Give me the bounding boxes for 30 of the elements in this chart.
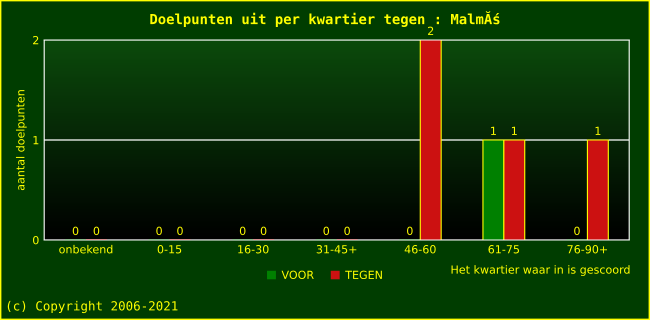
legend-label: TEGEN [345,270,382,280]
x-tick-label: 61-75 [488,245,520,254]
x-tick-label: 16-30 [238,245,269,254]
y-tick-label: 1 [33,136,38,144]
data-label: 0 [156,226,162,236]
y-tick-label: 0 [33,236,39,244]
data-label: 2 [428,26,434,35]
data-label: 0 [574,226,580,236]
data-label: 0 [240,226,246,236]
x-tick-label: 76-90+ [568,245,608,254]
data-label: 0 [72,226,78,236]
data-label: 0 [94,226,100,236]
legend-label: VOOR [282,270,314,280]
data-label: 1 [491,126,496,135]
x-tick-label: 31-45+ [316,245,356,254]
chart-title: Doelpunten uit per kwartier tegen : MalmĂś [150,11,500,27]
data-label: 0 [407,226,413,236]
data-label: 0 [260,226,266,236]
data-label: 1 [512,126,517,135]
x-tick-label: 0-15 [158,245,182,254]
data-label: 0 [177,226,183,236]
data-label: 0 [344,226,350,236]
data-label: 0 [323,226,330,236]
data-label: 1 [596,126,600,135]
x-tick-label: onbekend [59,244,112,254]
x-axis-title: Het kwartier waar in is gescoord [452,265,630,276]
y-tick-label: 2 [33,36,38,44]
x-tick-label: 46-60 [404,245,436,254]
text: (c) Copyright 2006-2021 [8,300,178,314]
y-axis-title: aantal doelpunten [16,90,27,190]
